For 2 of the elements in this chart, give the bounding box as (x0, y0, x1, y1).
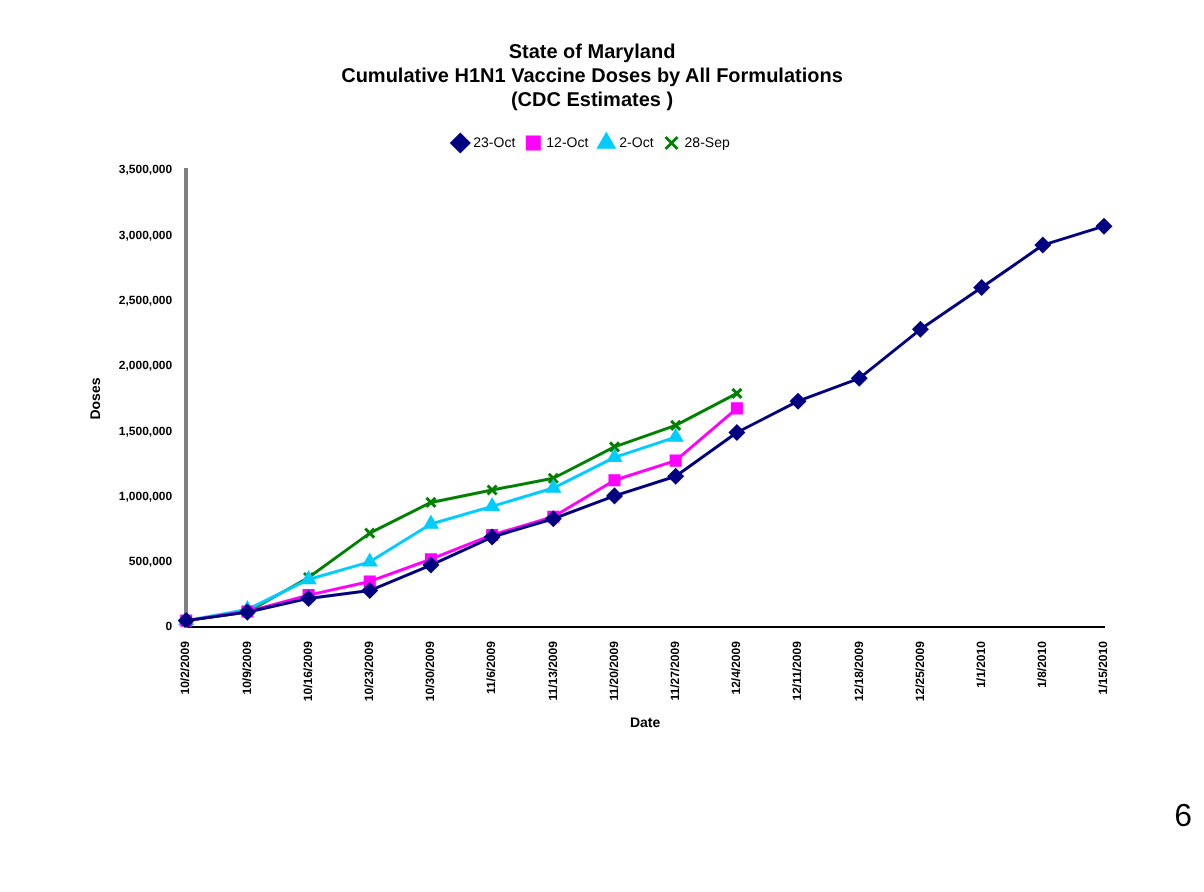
chart-title: State of Maryland Cumulative H1N1 Vaccine Doses by All Formulations (CDC Estimates ) (341, 41, 844, 112)
text: 6 (1174, 800, 1192, 836)
